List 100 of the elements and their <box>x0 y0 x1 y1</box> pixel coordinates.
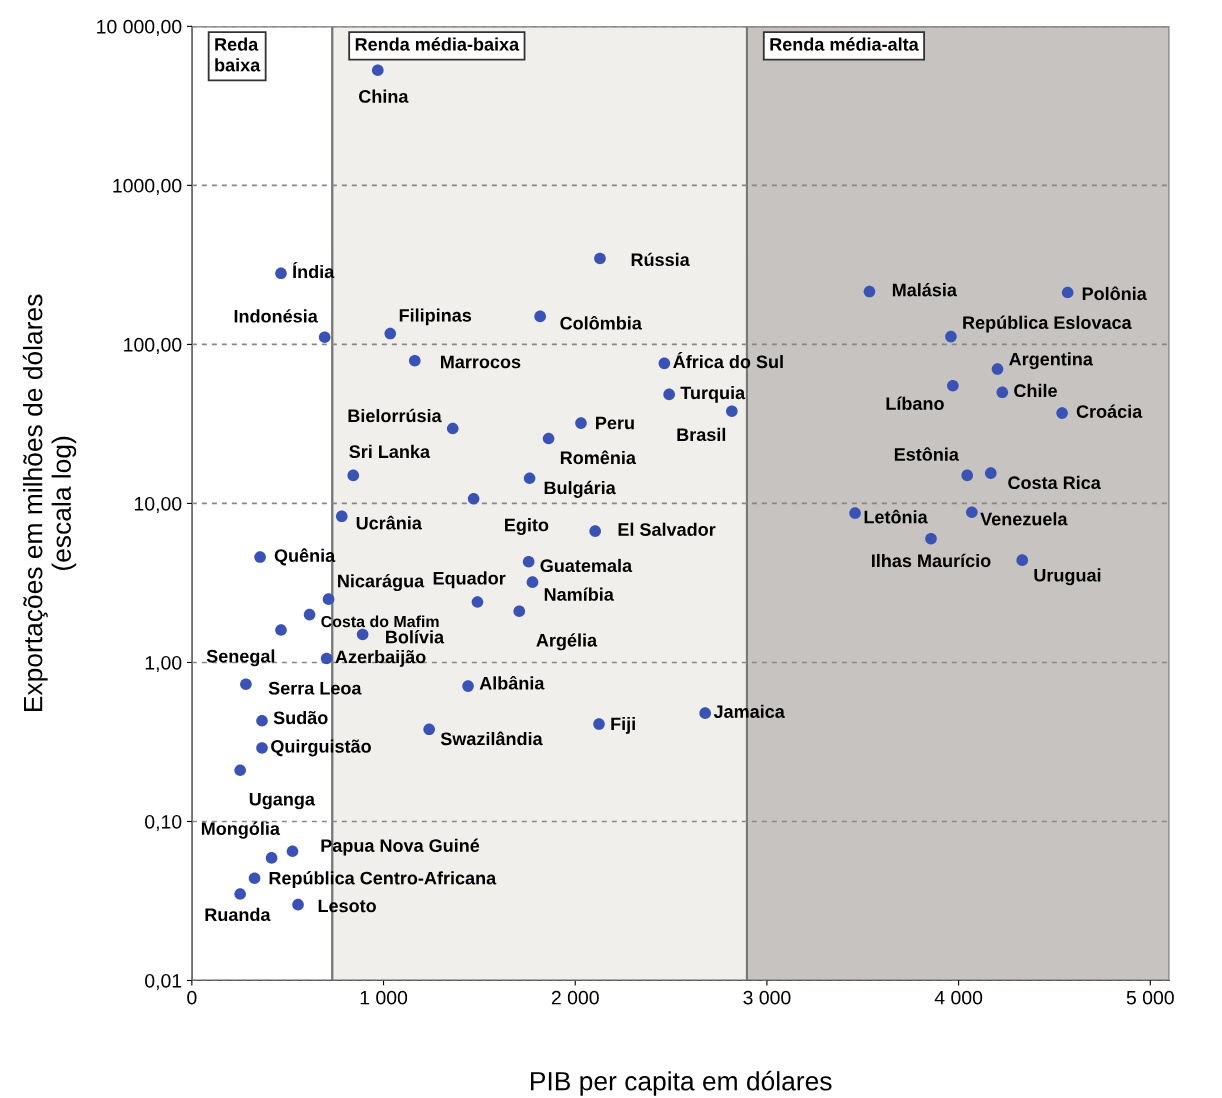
annotation: Egito <box>505 518 549 535</box>
point <box>462 680 474 692</box>
annotation: Costa Rica <box>1008 475 1101 490</box>
point <box>863 285 876 298</box>
point <box>256 714 268 727</box>
y-tick-label: 1,00 <box>145 655 182 672</box>
annotation: Bulgária <box>544 480 616 498</box>
point <box>1061 286 1074 299</box>
annotation: Indonésia <box>234 309 318 323</box>
point <box>726 405 738 418</box>
point <box>523 472 536 485</box>
annotation: Sri Lanka <box>349 444 431 459</box>
y-tick-label: 10,00 <box>134 496 182 513</box>
annotation: Letônia <box>864 509 928 524</box>
x-tick-label: 4 000 <box>934 990 983 1005</box>
annotation: Ucrânia <box>356 515 422 530</box>
point <box>446 422 459 435</box>
annotation: Nicarágua <box>338 573 425 592</box>
point <box>1056 407 1068 419</box>
point <box>522 555 535 568</box>
point <box>303 608 316 621</box>
annotation: República Eslovaca <box>963 315 1132 333</box>
point <box>961 469 974 482</box>
annotation: Quirguistão <box>271 739 371 757</box>
point <box>248 872 261 884</box>
point <box>322 593 335 605</box>
annotation: Lesoto <box>318 899 376 913</box>
x-tick-label: 1 000 <box>360 990 408 1005</box>
point <box>663 388 675 401</box>
point <box>320 652 333 665</box>
point <box>984 467 997 479</box>
point <box>526 576 539 588</box>
point <box>234 888 246 900</box>
point <box>335 510 348 523</box>
annotation: China <box>359 89 409 103</box>
annotation: Malásia <box>892 282 958 297</box>
x-axis-title: PIB per capita em dólares <box>531 1070 832 1096</box>
band-label: Reda baixa <box>215 37 261 72</box>
point <box>594 252 606 265</box>
point <box>542 432 555 445</box>
annotation: Quênia <box>274 548 336 566</box>
point <box>371 64 384 77</box>
annotation: Swazilândia <box>440 731 543 746</box>
annotation: Brasil <box>677 427 726 442</box>
point <box>408 354 421 367</box>
point <box>996 386 1009 399</box>
annotation: Marrocos <box>440 355 521 369</box>
point <box>471 596 484 608</box>
point <box>347 469 360 482</box>
point <box>275 267 287 280</box>
annotation: Azerbaijão <box>335 650 426 667</box>
point <box>513 605 526 618</box>
point <box>286 845 299 858</box>
point <box>699 707 711 719</box>
point <box>423 723 435 736</box>
y-tick-label: 0,10 <box>145 814 182 832</box>
y-tick-label: 0,01 <box>145 973 182 991</box>
x-tick-label: 0 <box>187 990 197 1005</box>
annotation: Guatemala <box>540 558 633 573</box>
point <box>384 327 397 340</box>
annotation: Sudão <box>273 710 328 725</box>
annotation: Índia <box>293 261 335 279</box>
point <box>925 532 937 545</box>
y-tick-label: 1000,00 <box>113 178 182 195</box>
annotation: Papua Nova Guiné <box>321 838 480 856</box>
annotation: Namíbia <box>544 587 614 601</box>
point <box>254 551 266 563</box>
annotation: Líbano <box>886 396 944 410</box>
point <box>1016 554 1029 566</box>
point <box>534 310 546 323</box>
annotation: Turquia <box>680 385 746 403</box>
annotation: África do Sul <box>673 352 783 369</box>
annotation: Ruanda <box>205 907 271 922</box>
point <box>947 379 959 392</box>
point <box>265 852 278 864</box>
band-label: Renda média-alta <box>770 37 919 51</box>
x-tick-label: 5 000 <box>1126 990 1174 1005</box>
annotation: Uganga <box>249 792 316 810</box>
annotation: El Salvador <box>618 522 716 536</box>
x-tick-label: 3 000 <box>743 990 791 1005</box>
point <box>575 417 587 429</box>
point <box>292 898 304 911</box>
point <box>240 678 252 691</box>
annotation: Costa do Mafim <box>321 615 439 628</box>
point <box>256 742 268 754</box>
point <box>945 330 957 343</box>
annotation: Romênia <box>560 450 637 465</box>
annotation: Jamaica <box>713 704 785 718</box>
y-tick-label: 100,00 <box>124 337 182 354</box>
annotation: Peru <box>596 416 634 430</box>
annotation: Estônia <box>894 447 960 461</box>
annotation: Chile <box>1014 383 1057 398</box>
point <box>991 363 1004 375</box>
y-tick-label: 10 000,00 <box>97 19 182 36</box>
annotation: Venezuela <box>980 512 1068 526</box>
annotation: Rússia <box>631 252 690 267</box>
point <box>356 628 369 641</box>
annotation: Albânia <box>479 675 545 690</box>
point <box>849 507 861 519</box>
y-axis-title: Exportações em milhões de dólares (escala log) <box>22 294 77 712</box>
